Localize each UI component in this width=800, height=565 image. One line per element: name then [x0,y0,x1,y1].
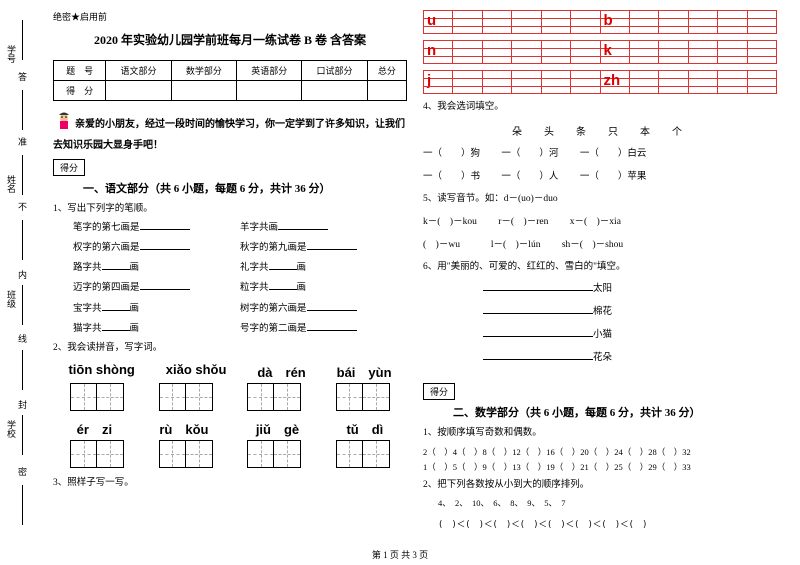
label-xuexiao: 学校 [5,420,18,438]
right-column: u b n k j zh 4、我会选词填空。 朵 头 条 只 本 个 一（ ）狗… [415,10,785,533]
section-2-header: 二、数学部分（共 6 小题，每题 6 分，共计 36 分） [423,404,777,420]
label-xuehao: 学号 [5,45,18,63]
left-column: 绝密★启用前 2020 年实验幼儿园学前班每月一练试卷 B 卷 含答案 题 号 … [45,10,415,533]
child-icon [53,111,75,138]
label-banji: 班级 [5,290,18,308]
q2: 2、我会读拼音，写字词。 [53,341,407,356]
label-xingming: 姓名 [5,175,18,193]
page-footer: 第 1 页 共 3 页 [0,548,800,561]
tianzige[interactable] [70,383,124,411]
letter-grid-3[interactable]: j zh [423,70,777,94]
q4: 4、我会选词填空。 [423,100,777,115]
exam-title: 2020 年实验幼儿园学前班每月一练试卷 B 卷 含答案 [53,31,407,48]
letter-grid-1[interactable]: u b [423,10,777,34]
intro-text: 亲爱的小朋友，经过一段时间的愉快学习，你一定学到了许多知识，让我们去知识乐园大显… [53,111,407,153]
scorebox-1: 得分 [53,159,85,176]
wordbank: 朵 头 条 只 本 个 [423,123,777,138]
q1: 1、写出下列字的笔顺。 [53,202,407,217]
score-table: 题 号 语文部分 数学部分 英语部分 口试部分 总分 得 分 [53,60,407,101]
secret-label: 绝密★启用前 [53,10,407,23]
binding-margin: 学号 答 准 姓名 不 班级 内 线 封 学校 密 [0,0,40,565]
letter-grid-2[interactable]: n k [423,40,777,64]
m1: 1、按顺序填写奇数和偶数。 [423,426,777,441]
section-1-header: 一、语文部分（共 6 小题，每题 6 分，共计 36 分） [53,180,407,196]
pinyin-row-2: ér zi rù kǒu jiǔ gè tǔ dì [53,419,407,438]
pinyin-row-1: tiōn shòng xiǎo shǒu dà rén bái yùn [53,362,407,381]
q6: 6、用"美丽的、可爱的、红红的、雪白的"填空。 [423,260,777,275]
q5: 5、读写音节。如：d－(uo)－duo [423,192,777,207]
scorebox-2: 得分 [423,383,455,400]
q3: 3、照样子写一写。 [53,476,407,491]
m2: 2、把下列各数按从小到大的顺序排列。 [423,478,777,493]
